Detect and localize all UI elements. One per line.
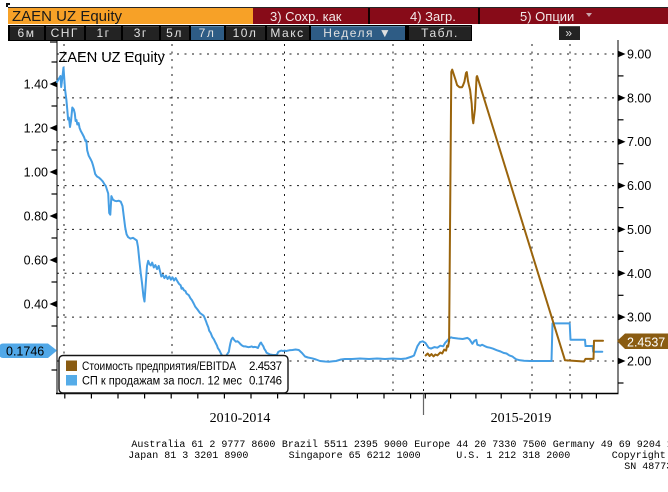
svg-text:Singapore 65 6212 1000: Singapore 65 6212 1000 — [289, 450, 421, 462]
svg-text:Germany 49 69 9204 12: Germany 49 69 9204 12 — [553, 440, 668, 451]
svg-text:1.00: 1.00 — [24, 166, 48, 180]
svg-text:2.00: 2.00 — [627, 355, 651, 369]
svg-text:0.1746: 0.1746 — [6, 345, 44, 359]
svg-text:0.80: 0.80 — [24, 210, 48, 224]
svg-text:1.40: 1.40 — [24, 78, 48, 92]
svg-text:9.00: 9.00 — [627, 48, 651, 62]
svg-text:5.00: 5.00 — [627, 223, 651, 237]
svg-text:7.00: 7.00 — [627, 135, 651, 149]
svg-text:SN 48773: SN 48773 — [624, 462, 668, 473]
svg-text:8.00: 8.00 — [627, 91, 651, 105]
svg-text:1.20: 1.20 — [24, 122, 48, 136]
svg-text:2.4537: 2.4537 — [249, 361, 282, 373]
svg-text:4.00: 4.00 — [627, 267, 651, 281]
svg-text:0.40: 0.40 — [24, 298, 48, 312]
svg-text:2.4537: 2.4537 — [627, 336, 665, 350]
svg-text:Europe 44 20 7330 7500: Europe 44 20 7330 7500 — [414, 440, 546, 451]
svg-text:3.00: 3.00 — [627, 311, 651, 325]
svg-text:Brazil 5511 2395 9000: Brazil 5511 2395 9000 — [282, 439, 408, 451]
svg-text:Copyright 2019: Copyright 2019 — [612, 450, 668, 462]
svg-text:ZAEN UZ Equity: ZAEN UZ Equity — [59, 50, 166, 66]
svg-text:0.1746: 0.1746 — [249, 376, 282, 388]
svg-text:Australia 61 2 9777 8600: Australia 61 2 9777 8600 — [131, 439, 275, 451]
svg-text:2010-2014: 2010-2014 — [210, 411, 271, 426]
svg-text:2015-2019: 2015-2019 — [491, 411, 552, 426]
svg-text:Japan 81 3 3201 8900: Japan 81 3 3201 8900 — [128, 451, 248, 462]
svg-text:0.60: 0.60 — [24, 254, 48, 268]
svg-text:U.S. 1 212 318 2000: U.S. 1 212 318 2000 — [456, 451, 570, 462]
svg-text:СП к продажам за посл. 12 мес: СП к продажам за посл. 12 мес — [82, 376, 242, 388]
svg-text:Стоимость предприятия/EBITDA: Стоимость предприятия/EBITDA — [82, 361, 236, 373]
svg-text:6.00: 6.00 — [627, 179, 651, 193]
